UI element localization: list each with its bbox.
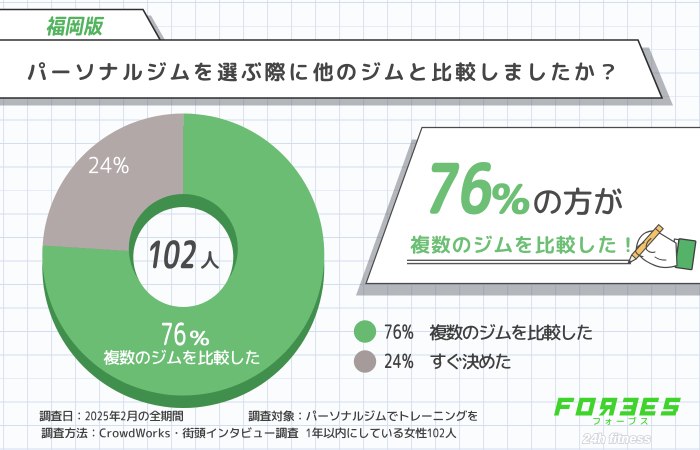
svg-text:24h fitness: 24h fitness (582, 431, 651, 446)
svg-text:24h fitness: 24h fitness (582, 431, 651, 446)
